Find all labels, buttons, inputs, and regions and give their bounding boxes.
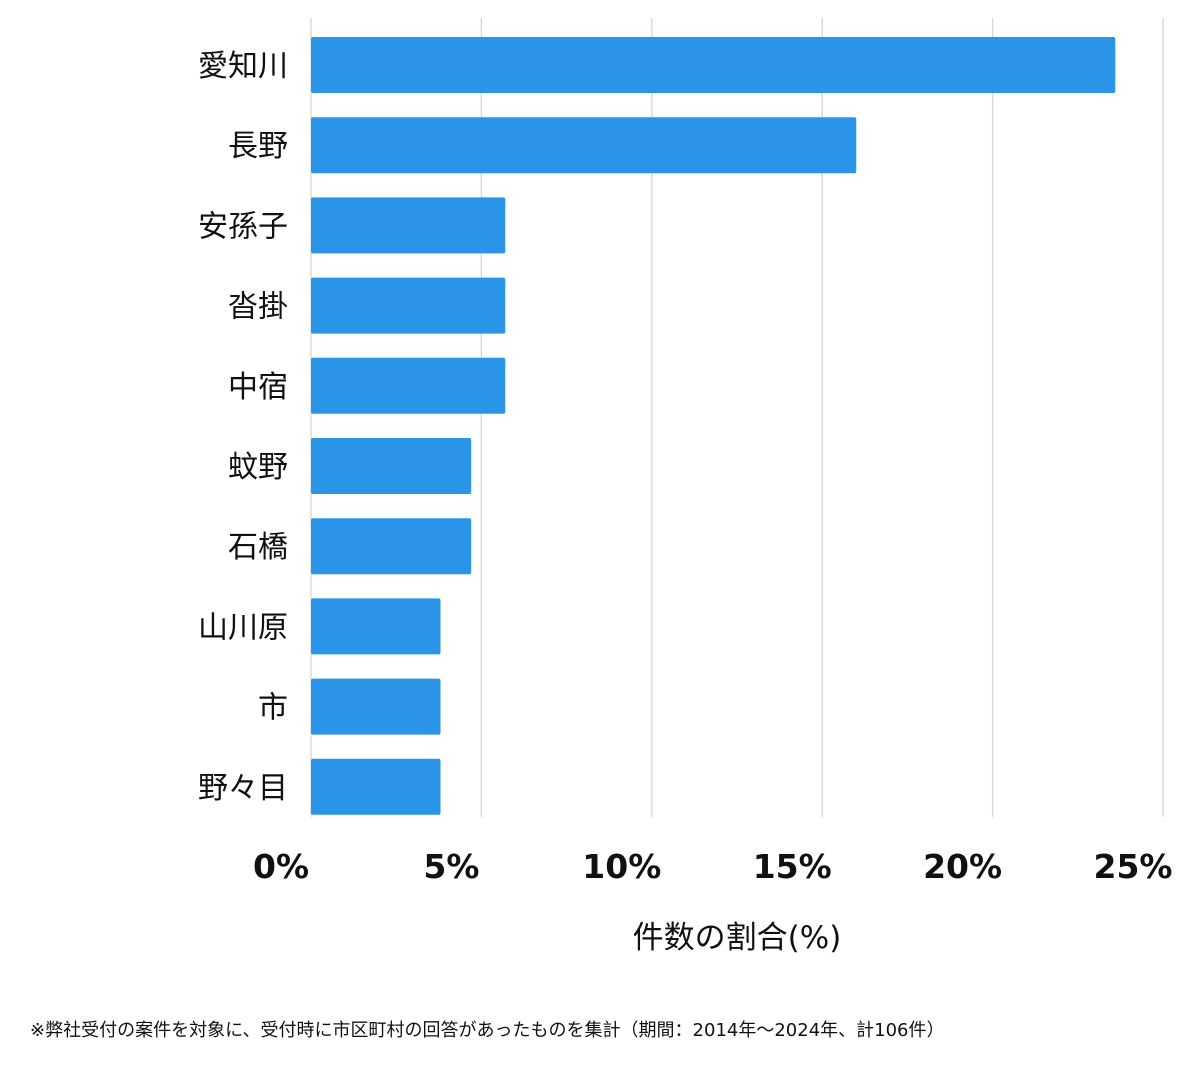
category-label: 中宿	[228, 370, 288, 405]
category-label: 長野	[228, 129, 288, 164]
bar	[311, 37, 1116, 93]
bar	[311, 277, 506, 334]
category-label: 愛知川	[198, 49, 288, 84]
bar	[311, 438, 472, 494]
bar	[311, 598, 441, 655]
category-label: 市	[258, 691, 288, 726]
category-label: 石橋	[228, 530, 288, 565]
x-tick-label: 5%	[423, 847, 479, 886]
bar	[311, 117, 857, 174]
footnote: ※弊社受付の案件を対象に、受付時に市区町村の回答があったものを集計（期間：201…	[30, 1020, 945, 1041]
category-label: 山川原	[198, 610, 288, 645]
x-tick-labels: 0% 5% 10% 15% 20% 25%	[253, 847, 1173, 886]
x-axis-title: 件数の割合(%)	[633, 920, 842, 956]
x-tick-label: 20%	[923, 847, 1002, 886]
bar	[311, 197, 506, 254]
bar	[311, 758, 441, 815]
category-label: 蚊野	[228, 450, 288, 485]
x-tick-label: 25%	[1094, 847, 1173, 886]
category-label: 安孫子	[198, 209, 288, 244]
bars	[311, 37, 1116, 815]
category-label: 野々目	[198, 771, 288, 806]
bar	[311, 357, 506, 414]
x-tick-label: 10%	[582, 847, 661, 886]
x-tick-label: 15%	[753, 847, 832, 886]
category-label: 沓掛	[228, 290, 288, 325]
bar	[311, 518, 472, 575]
bar	[311, 678, 441, 735]
x-tick-label: 0%	[253, 847, 309, 886]
